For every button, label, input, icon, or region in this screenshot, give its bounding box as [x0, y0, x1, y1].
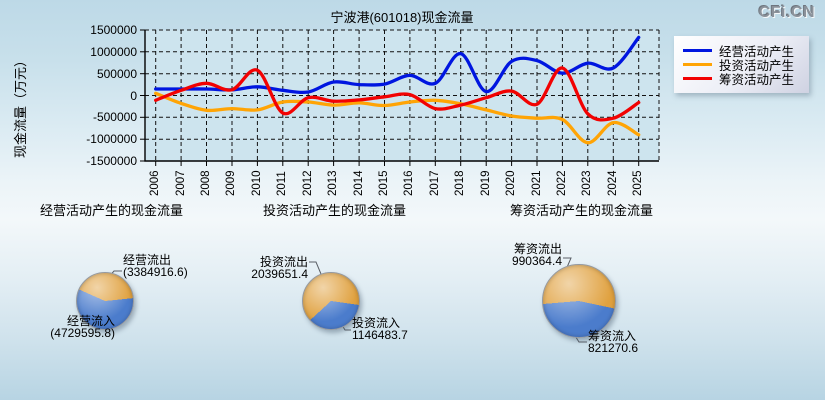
investing-line-swatch — [683, 63, 712, 66]
y-tick-label: -1500000 — [86, 154, 137, 168]
x-tick-label-2014: 2014 — [352, 170, 365, 196]
x-tick-label-2006: 2006 — [149, 170, 162, 196]
x-tick-label-2009: 2009 — [225, 170, 238, 196]
investing-out-value: 2039651.4 — [251, 267, 308, 281]
financing-out-callout: 筹资流出 990364.4 — [482, 243, 562, 267]
legend-label-financing: 筹资活动产生 — [719, 73, 795, 87]
chart-title: 宁波港(601018)现金流量 — [330, 10, 474, 25]
operating-in-label: 经营流入 — [66, 314, 115, 328]
y-tick-label: 1000000 — [90, 44, 137, 59]
investing-in-label: 投资流入 — [352, 316, 401, 330]
x-tick-label-2007: 2007 — [174, 170, 187, 196]
x-tick-label-2025: 2025 — [632, 170, 645, 196]
chart-legend: 经营活动产生 投资活动产生 筹资活动产生 — [674, 36, 809, 93]
operating-in-callout: 经营流入 (4729595.8) — [35, 315, 115, 339]
plot-area-background — [145, 30, 659, 161]
y-tick-label: -1000000 — [86, 132, 137, 147]
operating-out-callout: 经营流出 (3384916.6) — [123, 254, 188, 278]
x-tick-label-2021: 2021 — [530, 170, 543, 196]
financing-in-label: 筹资流入 — [588, 329, 637, 343]
x-tick-label-2020: 2020 — [505, 170, 518, 196]
y-tick-label: 0 — [130, 88, 137, 103]
x-tick-label-2011: 2011 — [276, 171, 289, 196]
x-tick-label-2013: 2013 — [327, 170, 340, 196]
legend-item-operating: 经营活动产生 — [683, 44, 809, 59]
investing-in-callout: 投资流入 1146483.7 — [352, 317, 408, 341]
operating-out-label: 经营流出 — [123, 253, 172, 267]
investing-pie-chart — [302, 272, 360, 330]
x-tick-label-2018: 2018 — [454, 170, 467, 196]
x-tick-label-2023: 2023 — [581, 170, 594, 196]
x-tick-label-2008: 2008 — [200, 170, 213, 196]
financing-out-value: 990364.4 — [511, 254, 562, 268]
cfi-cn-logo: CFi.CN — [758, 4, 815, 21]
investing-in-value: 1146483.7 — [352, 328, 408, 342]
x-tick-label-2024: 2024 — [606, 170, 619, 196]
x-tick-label-2012: 2012 — [301, 170, 314, 196]
x-tick-label-2017: 2017 — [428, 170, 441, 196]
y-tick-label: -500000 — [92, 110, 137, 125]
financing-pie-title: 筹资活动产生的现金流量 — [510, 203, 654, 218]
financing-in-value: 821270.6 — [588, 341, 639, 355]
investing-out-label: 投资流出 — [259, 255, 308, 269]
financing-out-label: 筹资流出 — [513, 242, 562, 256]
operating-line-swatch — [683, 49, 712, 52]
financing-in-callout: 筹资流入 821270.6 — [588, 330, 638, 354]
x-tick-label-2015: 2015 — [377, 170, 390, 196]
financing-pie-chart — [542, 264, 616, 338]
legend-item-investing: 投资活动产生 — [683, 58, 809, 73]
operating-pie-title: 经营活动产生的现金流量 — [40, 203, 184, 218]
y-axis-title: 现金流量（万元） — [13, 53, 28, 158]
investing-pie-title: 投资活动产生的现金流量 — [263, 203, 407, 218]
x-tick-label-2022: 2022 — [555, 170, 568, 196]
x-tick-label-2010: 2010 — [250, 170, 263, 196]
operating-in-value: (4729595.8) — [50, 326, 115, 340]
y-tick-label: 1500000 — [90, 23, 137, 37]
investing-out-callout: 投资流出 2039651.4 — [228, 256, 308, 280]
legend-item-financing: 筹资活动产生 — [683, 72, 809, 87]
legend-label-operating: 经营活动产生 — [719, 45, 795, 59]
legend-label-investing: 投资活动产生 — [719, 59, 795, 73]
financing-line-swatch — [683, 77, 712, 80]
x-tick-label-2016: 2016 — [403, 170, 416, 196]
y-tick-label: 500000 — [96, 66, 137, 81]
x-tick-label-2019: 2019 — [479, 170, 492, 196]
callout-line-investing-out — [309, 261, 322, 275]
operating-out-value: (3384916.6) — [123, 265, 188, 279]
